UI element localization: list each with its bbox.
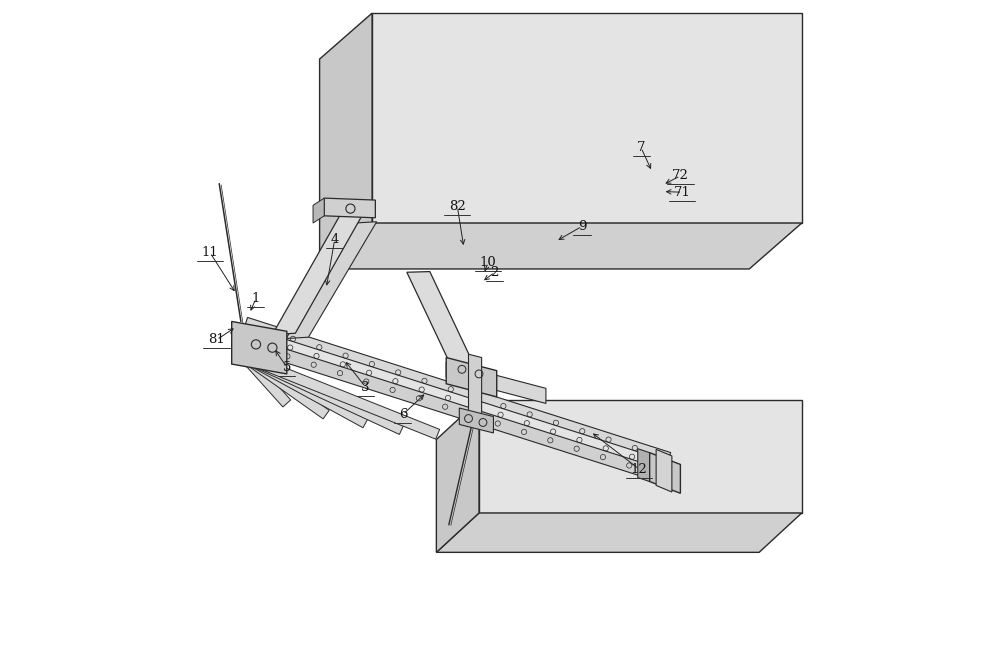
Polygon shape	[650, 453, 680, 493]
Text: 6: 6	[399, 408, 407, 421]
Text: 9: 9	[578, 220, 586, 233]
Polygon shape	[238, 335, 665, 483]
Text: 2: 2	[491, 266, 499, 279]
Polygon shape	[446, 358, 497, 397]
Polygon shape	[446, 362, 546, 403]
Polygon shape	[242, 354, 291, 407]
Polygon shape	[232, 321, 287, 374]
Polygon shape	[244, 353, 440, 439]
Text: 82: 82	[449, 200, 466, 213]
Text: 10: 10	[480, 256, 497, 269]
Polygon shape	[407, 272, 475, 368]
Polygon shape	[459, 408, 493, 433]
Polygon shape	[242, 353, 329, 419]
Polygon shape	[313, 198, 324, 223]
Text: 4: 4	[331, 233, 339, 246]
Polygon shape	[241, 326, 668, 474]
Polygon shape	[243, 353, 368, 428]
Text: 3: 3	[361, 380, 370, 394]
Polygon shape	[638, 449, 650, 482]
Polygon shape	[320, 13, 372, 269]
Polygon shape	[244, 318, 671, 465]
Text: 11: 11	[202, 246, 218, 259]
Polygon shape	[436, 513, 802, 552]
Polygon shape	[339, 207, 362, 216]
Text: 7: 7	[637, 141, 645, 154]
Polygon shape	[372, 13, 802, 223]
Polygon shape	[243, 353, 404, 434]
Text: 72: 72	[672, 169, 689, 182]
Text: 71: 71	[674, 186, 691, 199]
Polygon shape	[272, 215, 362, 335]
Polygon shape	[479, 400, 802, 513]
Text: 81: 81	[208, 333, 225, 346]
Polygon shape	[656, 449, 672, 492]
Polygon shape	[436, 400, 479, 552]
Polygon shape	[320, 223, 802, 269]
Text: 1: 1	[252, 292, 260, 305]
Polygon shape	[286, 222, 377, 338]
Text: 5: 5	[283, 361, 291, 374]
Polygon shape	[469, 354, 482, 419]
Text: 12: 12	[631, 462, 647, 476]
Polygon shape	[324, 198, 375, 218]
